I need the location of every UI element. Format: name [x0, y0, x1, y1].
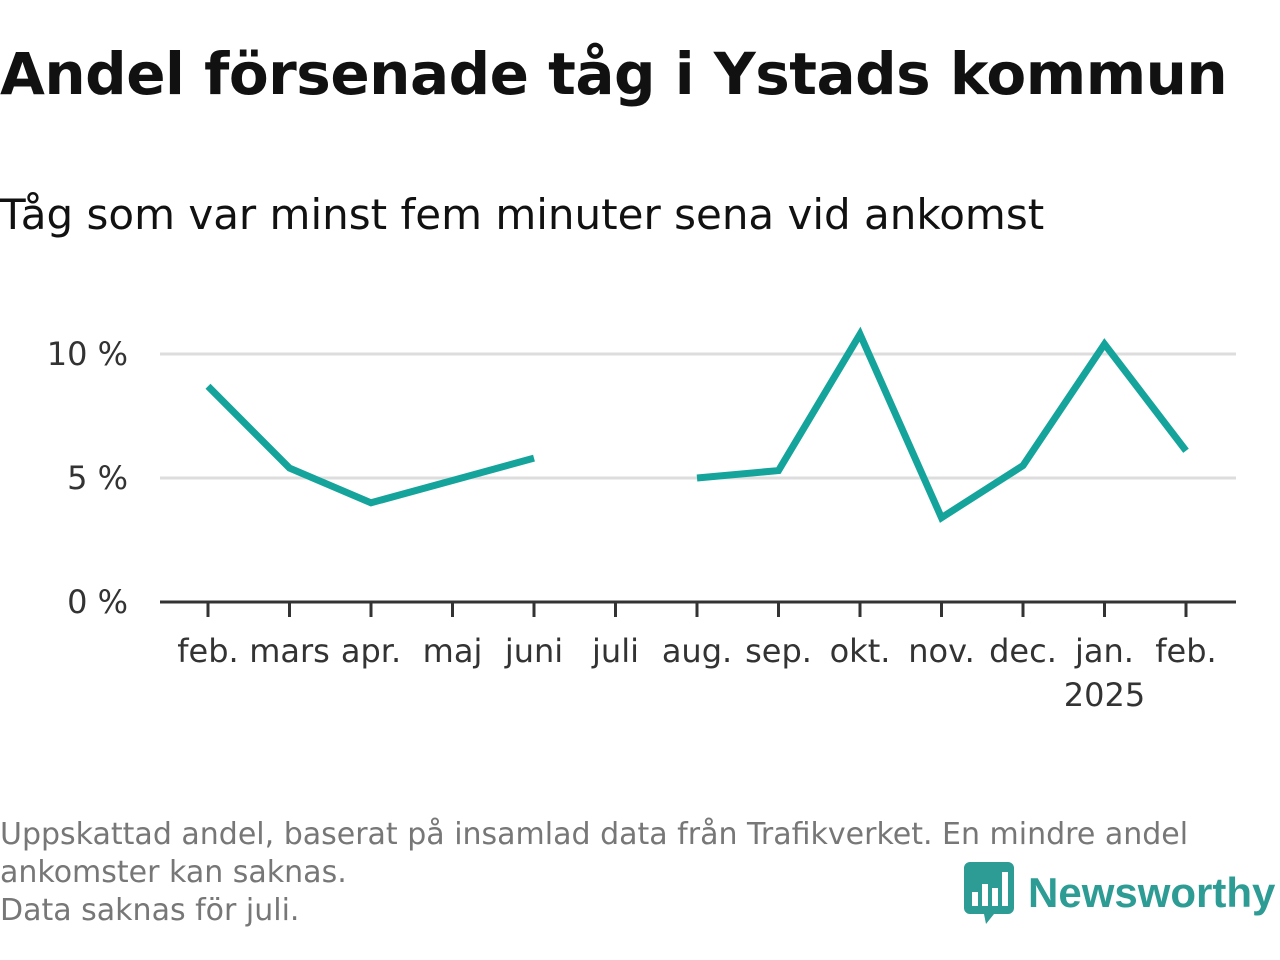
x-tick-label: maj	[423, 632, 483, 670]
brand-name: Newsworthy	[1028, 869, 1276, 916]
x-tick-label: feb.	[1155, 632, 1216, 670]
brand-logo: Newsworthy	[964, 862, 1275, 924]
x-tick-sublabel: 2025	[1064, 676, 1145, 714]
x-tick-label: feb.	[177, 632, 238, 670]
x-tick-label: sep.	[745, 632, 812, 670]
series-line-segment	[205, 383, 535, 507]
footnote-line-1: Uppskattad andel, baserat på insamlad da…	[0, 817, 1189, 852]
series-line-segment	[696, 326, 1189, 523]
x-tick-label: dec.	[989, 632, 1057, 670]
x-tick-label: juli	[591, 632, 639, 670]
x-tick-label: apr.	[341, 632, 401, 670]
x-tick-label: okt.	[830, 632, 891, 670]
x-tick-label: jan.	[1074, 632, 1134, 670]
x-tick-label: juni	[504, 632, 563, 670]
x-tick-label: nov.	[908, 632, 974, 670]
x-tick-label: aug.	[662, 632, 732, 670]
footnote: Uppskattad andel, baserat på insamlad da…	[0, 816, 1270, 930]
chart-subtitle: Tåg som var minst fem minuter sena vid a…	[0, 190, 1045, 239]
x-tick-label: mars	[249, 632, 330, 670]
label-layer: 0 % 5 % 10 % feb. mars apr. maj juni juli aug. sep…	[47, 335, 1217, 714]
line-chart: 0 % 5 % 10 % feb. mars apr. maj juni juli aug. sep…	[47, 326, 1236, 714]
y-tick-label: 0 %	[67, 583, 128, 621]
footnote-line-2: ankomster kan saknas.	[0, 855, 347, 890]
grid-layer	[160, 352, 1236, 480]
line-layer	[205, 326, 1189, 523]
footnote-line-3: Data saknas för juli.	[0, 893, 300, 928]
newsworthy-logo-icon	[964, 862, 1014, 924]
axis-layer	[160, 600, 1236, 617]
y-tick-label: 5 %	[67, 459, 128, 497]
y-tick-label: 10 %	[47, 335, 128, 373]
chart-title: Andel försenade tåg i Ystads kommun	[0, 40, 1228, 108]
